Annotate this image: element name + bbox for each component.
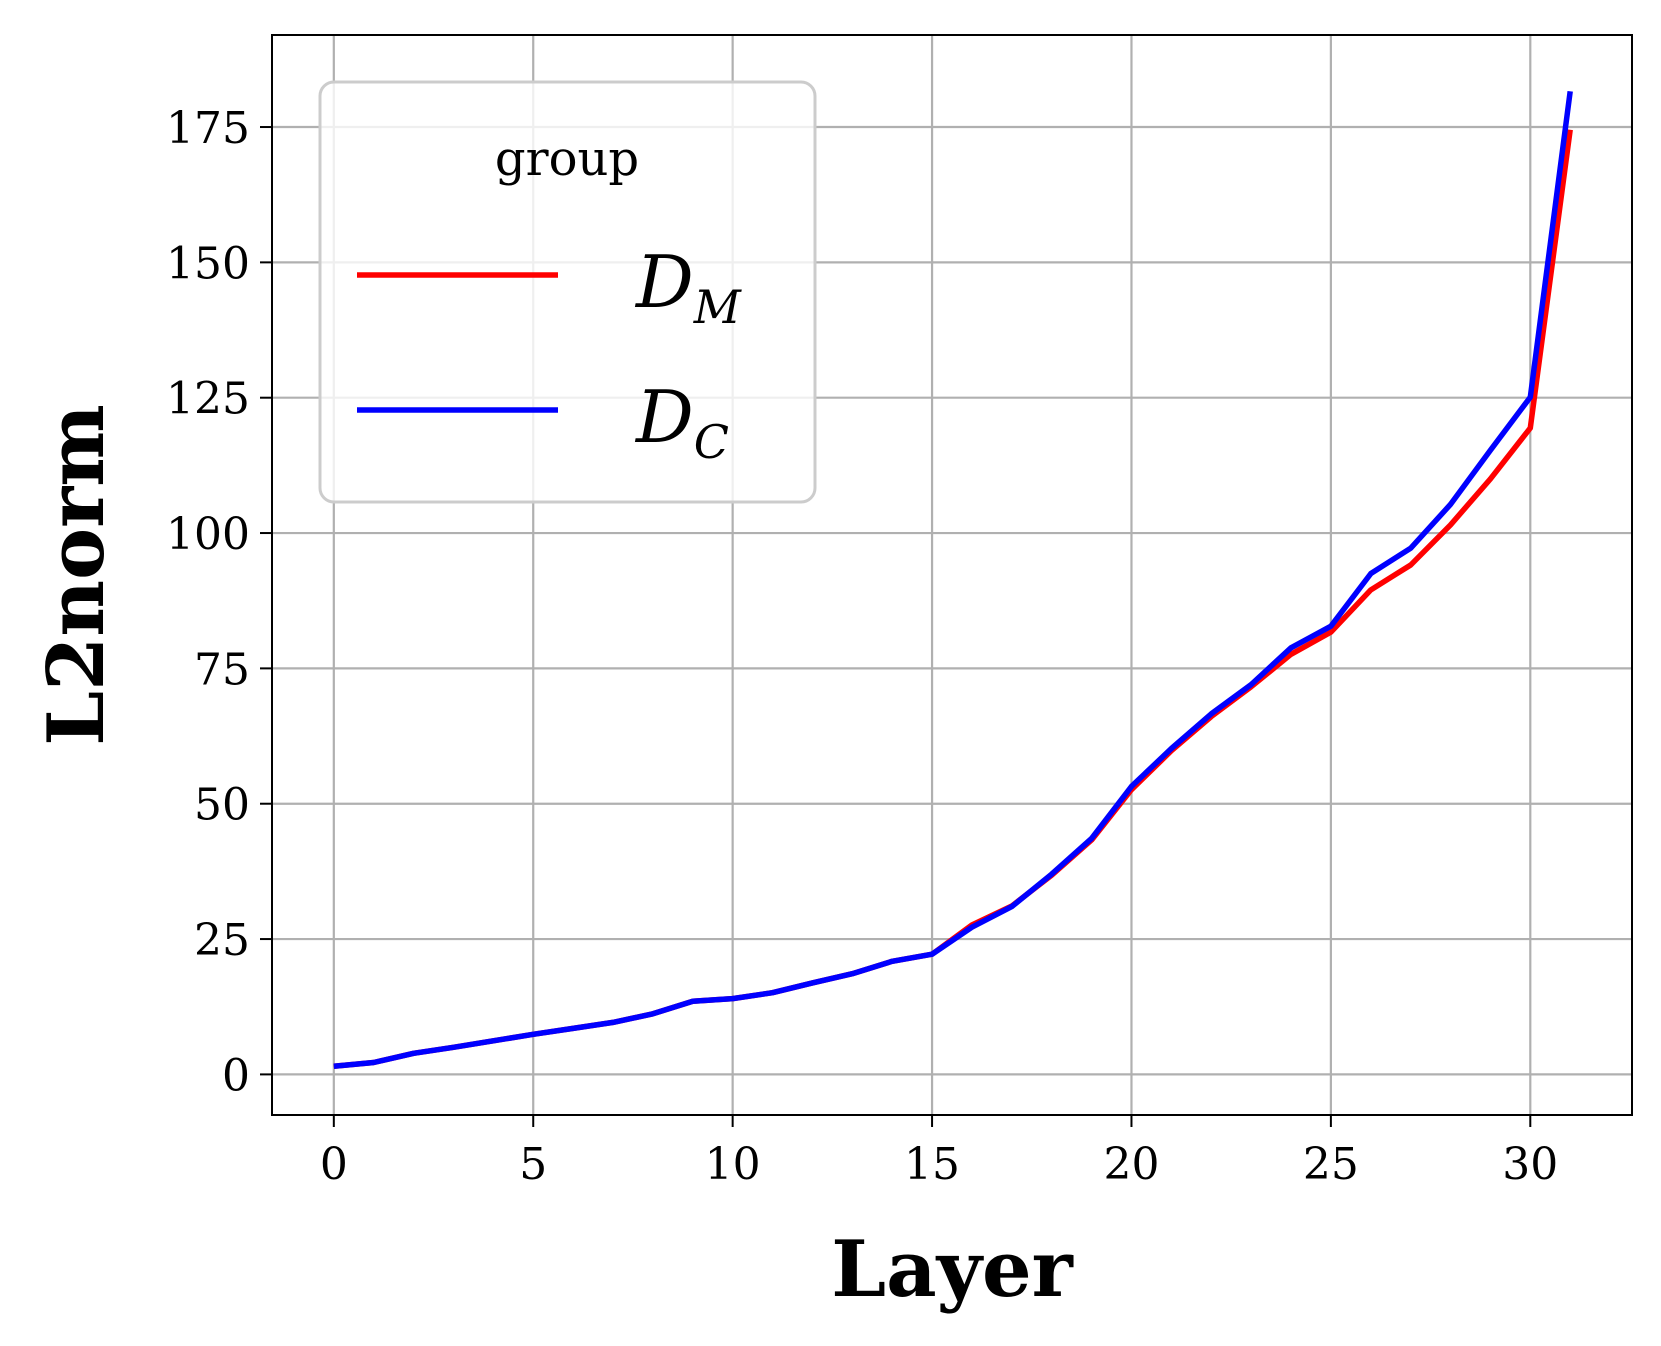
y-tick-label: 0 xyxy=(222,1050,250,1101)
legend-title: group xyxy=(495,131,639,187)
y-tick-label: 125 xyxy=(166,374,250,425)
x-tick-label: 20 xyxy=(1103,1139,1159,1190)
x-axis-title: Layer xyxy=(831,1224,1073,1315)
y-tick-label: 100 xyxy=(166,509,250,560)
y-tick-label: 150 xyxy=(166,238,250,289)
legend-label-subscript: M xyxy=(693,280,743,334)
y-tick-label: 25 xyxy=(194,915,250,966)
legend-box xyxy=(318,80,817,504)
y-tick-label: 175 xyxy=(166,103,250,154)
x-tick-label: 30 xyxy=(1502,1139,1558,1190)
x-tick-label: 5 xyxy=(519,1139,547,1190)
y-tick-label: 75 xyxy=(194,644,250,695)
y-axis-title: L2norm xyxy=(31,404,122,745)
y-tick-label: 50 xyxy=(194,780,250,831)
x-tick-label: 0 xyxy=(320,1139,348,1190)
x-tick-label: 10 xyxy=(705,1139,761,1190)
series-line-dc xyxy=(333,90,1573,1070)
x-tick-label: 15 xyxy=(904,1139,960,1190)
plot-frame xyxy=(271,34,1633,1116)
series-lines xyxy=(333,90,1573,1070)
legend-label-subscript: C xyxy=(694,415,729,469)
axis-ticks: 0 5 10 15 20 25 30 0 25 50 75 100 125 150 175 xyxy=(166,103,1558,1190)
x-tick-label: 25 xyxy=(1303,1139,1359,1190)
